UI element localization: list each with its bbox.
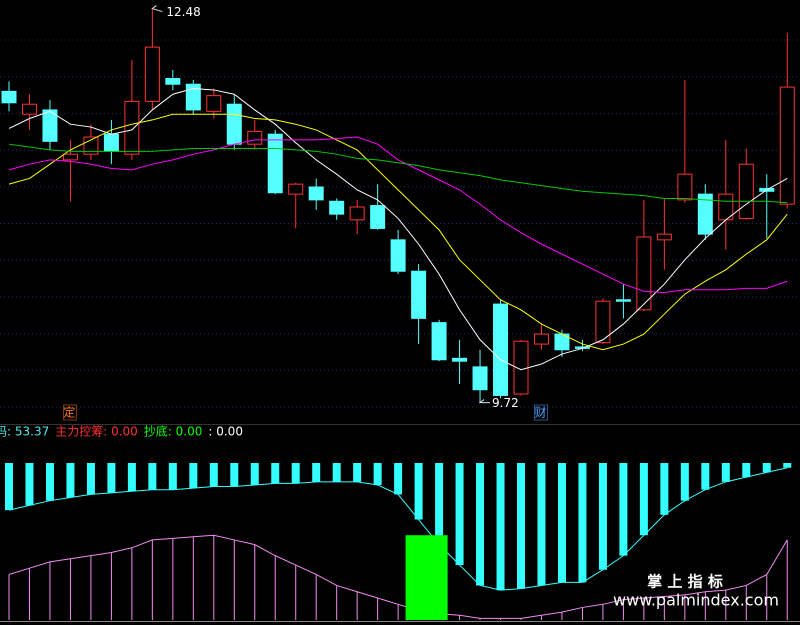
candle-body [21,103,37,115]
indicator-bar [557,463,566,583]
candle-body [144,46,160,102]
indicator-bar [496,463,505,591]
candle-body [697,193,713,235]
min-label: 9.72 [492,396,519,410]
indicator-bar [414,463,423,520]
watermark-title: 掌 上 指 标 [647,573,723,591]
indicator-bar [639,463,648,536]
indicator-bar [476,463,485,586]
indicator-bar [127,463,136,492]
candle-body [349,206,365,221]
marker-box [533,404,548,421]
indicator-bar [291,463,300,484]
legend-text: : 0.00 [208,425,243,439]
candle-body [390,239,406,272]
candle-body [247,130,263,145]
watermark-url: www.palmindex.com [613,591,779,610]
indicator-bar [332,463,341,482]
marker-text: 财 [534,406,546,420]
candle-body [103,133,119,152]
candle-body [124,100,140,155]
legend-text: 码: 53.37 [0,425,49,439]
candle-body [411,270,427,319]
indicator-bar [619,463,628,556]
signal-block [405,535,448,620]
indicator-bar [66,463,75,498]
candle-body [472,366,488,391]
indicator-bar [271,463,280,484]
indicator-curve [8,534,788,619]
indicator-bar [45,463,54,501]
indicator-bar [5,463,13,511]
candle-body [288,183,304,195]
ma-line [8,136,788,294]
indicator-bar [394,463,403,495]
indicator-bar [189,463,198,489]
ma-line [8,88,788,371]
indicator-bar [168,463,177,490]
indicator-bar [107,463,116,493]
candle-body [267,133,283,194]
marker-box [62,404,77,421]
candle-body [1,90,17,104]
indicator-bar [148,463,157,490]
candle-body [677,173,693,201]
indicator-bar [230,463,239,487]
indicator-bar [86,463,95,495]
candle-body [533,333,549,345]
indicator-bar [783,463,792,468]
candle-body [308,186,324,201]
candle-body [62,153,78,161]
candle-body [206,95,222,112]
indicator-bar [517,463,525,589]
ma-line [8,143,788,204]
candle-body [656,233,672,241]
candle-body [165,78,181,85]
indicator-bar [762,463,771,473]
candle-body [431,322,447,361]
legend-text: 主力控筹: 0.00 [55,425,138,439]
indicator-bar [742,463,751,478]
candle-body [493,303,509,396]
min-pointer [478,399,491,404]
indicator-bar [455,463,464,566]
marker-text: 定 [63,405,75,420]
indicator-bar [537,463,546,586]
indicator-curve [8,467,788,591]
ma-line [8,113,788,351]
indicator-bar [435,463,444,545]
candle-body [452,357,468,362]
indicator-bar [353,463,362,482]
candle-body [779,86,795,205]
indicator-bar [701,463,710,490]
candle-body [738,163,754,219]
indicator-bar [721,463,730,482]
legend-text: 抄底: 0.00 [144,424,203,439]
indicator-bar [598,463,607,570]
candle-body [226,103,242,145]
indicator-bar [25,463,34,506]
indicator-bar [660,463,669,515]
indicator-bar [578,463,587,583]
max-pointer [151,5,163,13]
candle-body [185,83,201,111]
indicator-bar [209,463,218,487]
indicator-bar [312,463,321,482]
indicator-bar [680,463,689,501]
max-label: 12.48 [166,5,200,19]
indicator-bar [373,463,382,485]
candle-body [42,109,58,142]
indicator-bar [250,463,259,485]
candle-body [615,299,631,302]
candle-body [329,200,345,215]
candle-body [370,205,386,229]
candle-body [595,300,611,344]
